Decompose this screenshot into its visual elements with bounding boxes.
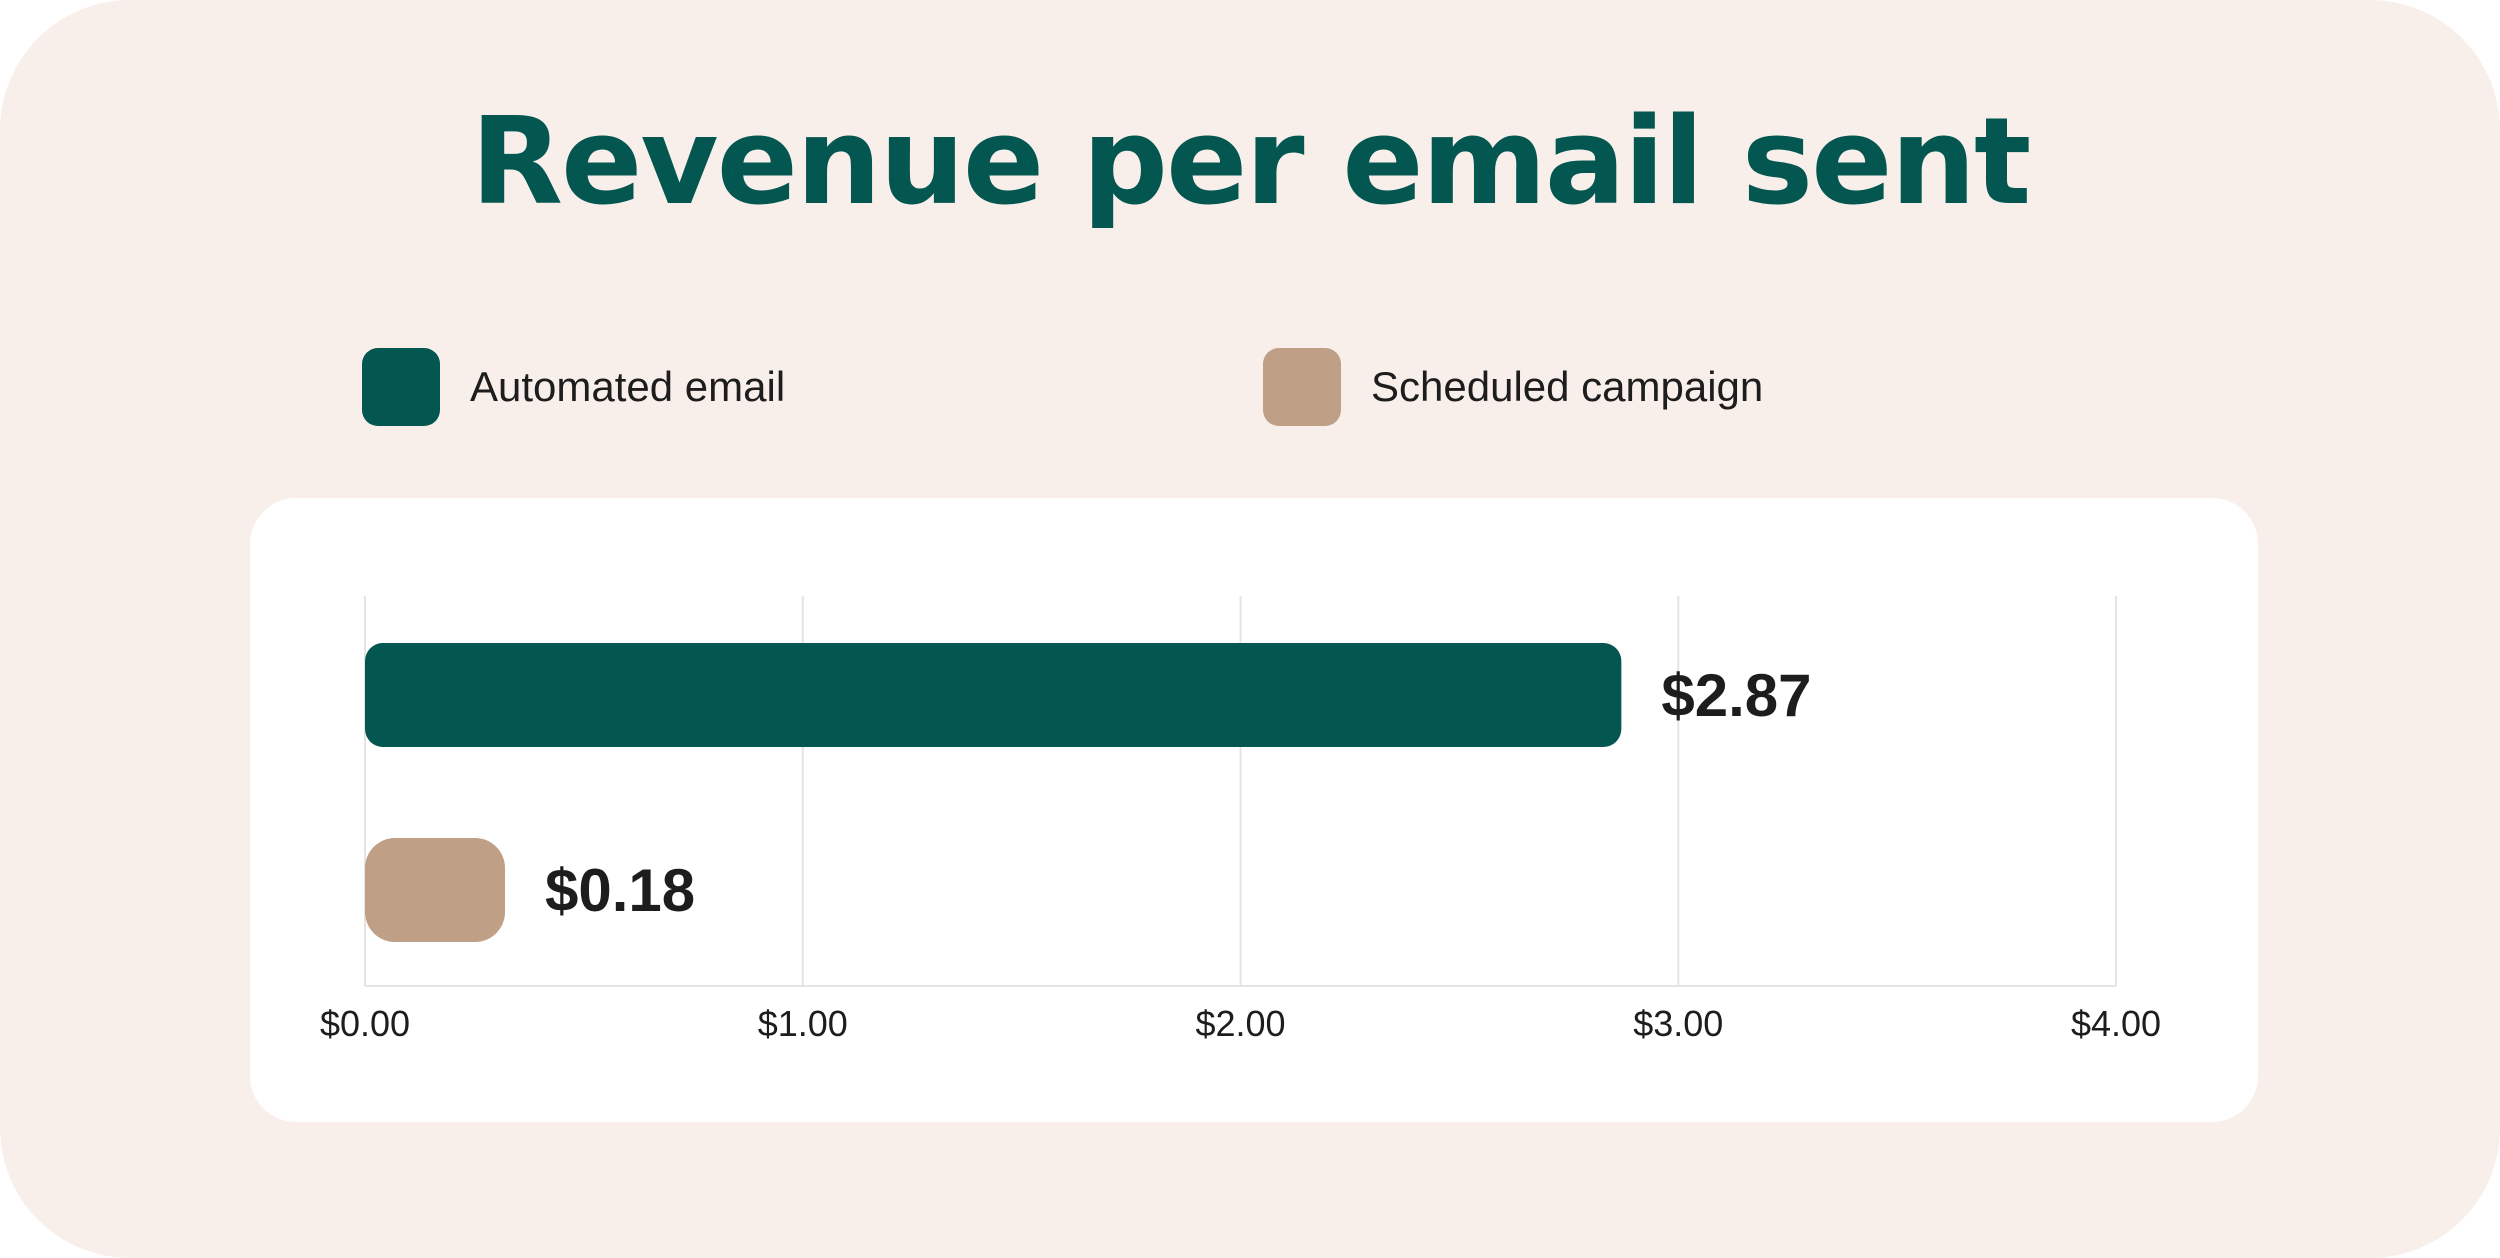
legend-item-automated: Automated email: [362, 346, 785, 428]
x-tick-label: $3.00: [1633, 1003, 1723, 1044]
legend-swatch-scheduled: [1263, 348, 1341, 426]
legend-label-automated: Automated email: [470, 363, 786, 410]
x-tick-label: $2.00: [1195, 1003, 1285, 1044]
x-tick-label: $0.00: [320, 1003, 410, 1044]
value-label-automated: $2.87: [1661, 662, 1811, 729]
chart-title: Revenue per email sent: [470, 93, 2032, 232]
bar-chart: $0.00 $1.00 $2.00 $3.00 $4.00 $2.87 $0.18: [320, 596, 2161, 1044]
legend-item-scheduled: Scheduled campaign: [1263, 346, 1763, 428]
bar-scheduled-campaign: [365, 838, 505, 942]
x-tick-label: $1.00: [758, 1003, 848, 1044]
x-tick-label: $4.00: [2071, 1003, 2161, 1044]
bar-automated-email: [365, 643, 1622, 747]
legend-label-scheduled: Scheduled campaign: [1371, 363, 1764, 410]
legend-swatch-automated: [362, 348, 440, 426]
value-label-scheduled: $0.18: [545, 857, 695, 924]
chart-panel: $0.00 $1.00 $2.00 $3.00 $4.00 $2.87 $0.18: [250, 498, 2258, 1122]
